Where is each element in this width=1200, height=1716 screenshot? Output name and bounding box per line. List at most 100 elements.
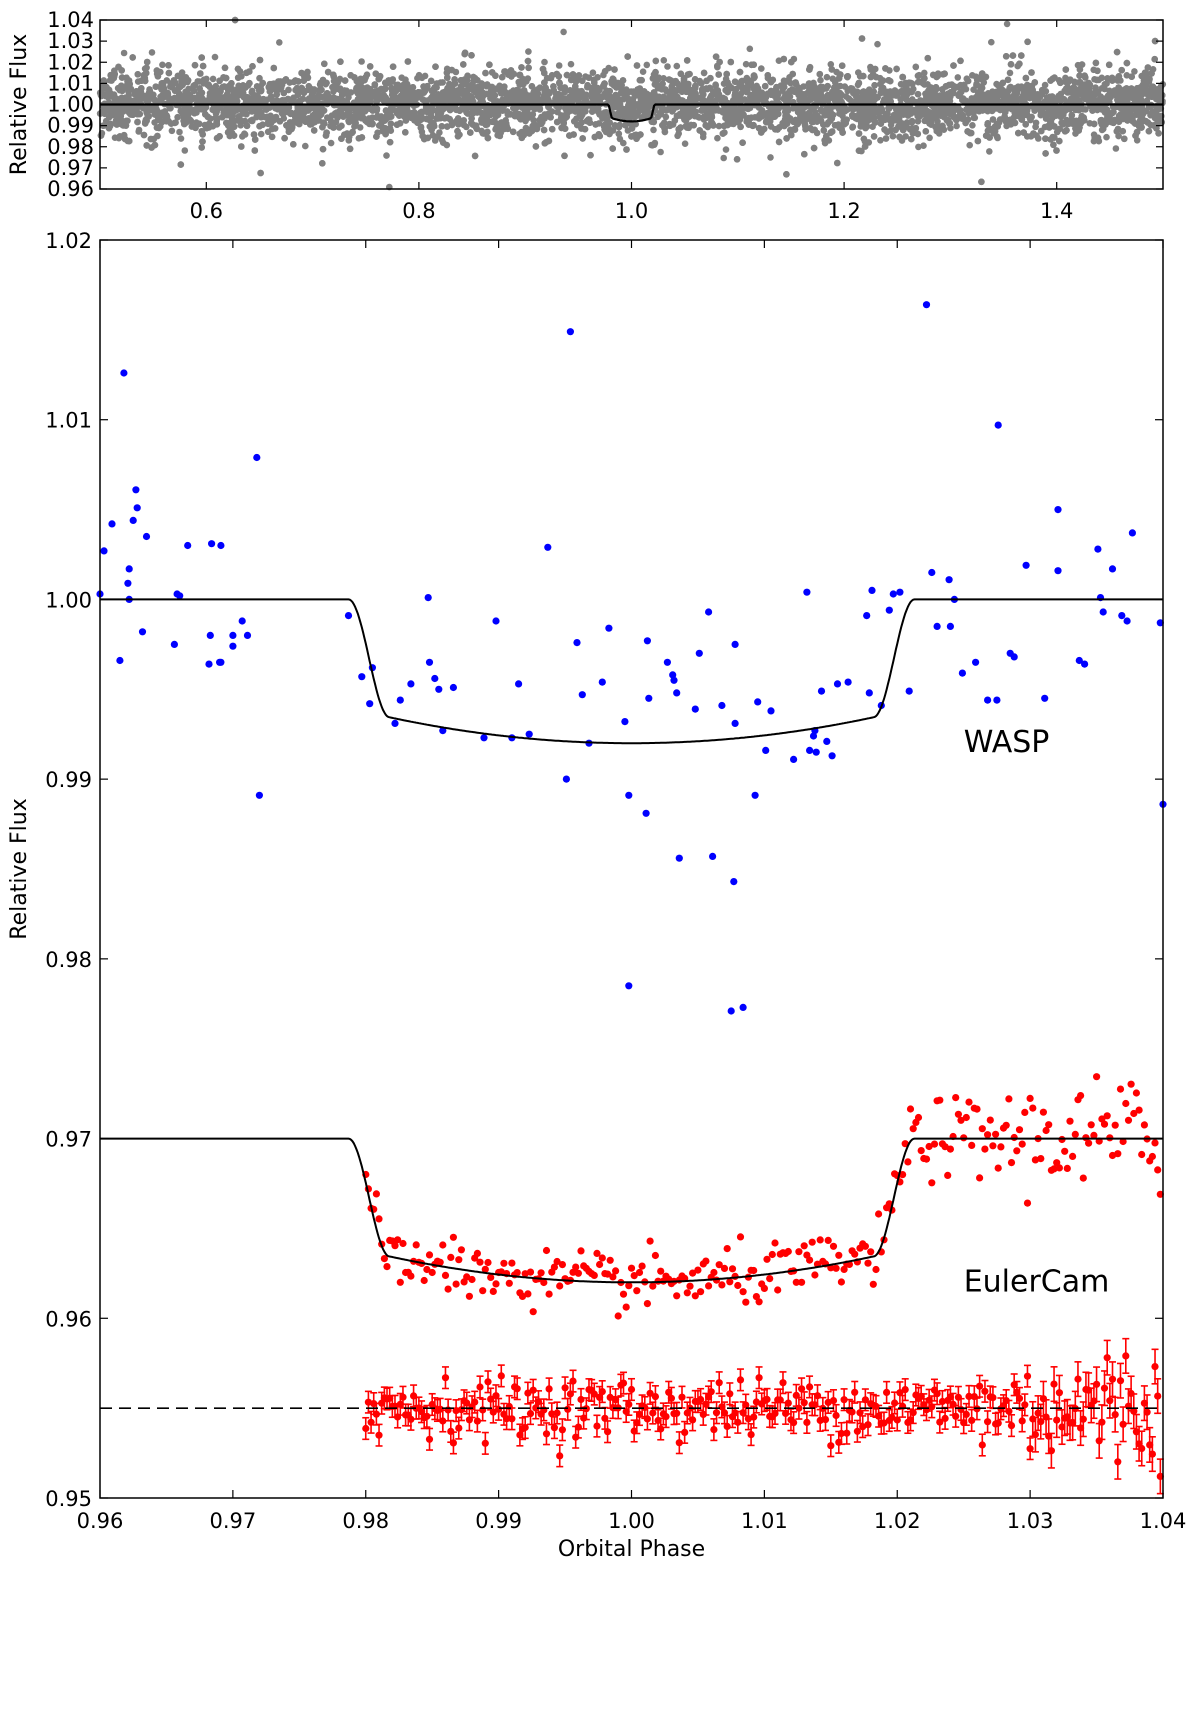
top-data-point — [304, 68, 311, 76]
top-data-point — [358, 58, 365, 65]
top-data-point — [877, 137, 884, 144]
top-data-point — [251, 147, 259, 154]
top-data-point — [860, 88, 867, 95]
top-data-point — [127, 85, 135, 93]
top-data-point — [444, 74, 451, 81]
top-data-point — [1092, 59, 1100, 67]
top-data-point — [673, 62, 681, 70]
top-data-point — [1035, 135, 1042, 142]
top-data-point — [1098, 74, 1106, 82]
top-data-point — [750, 61, 757, 68]
top-data-point — [290, 141, 297, 148]
top-data-point — [624, 53, 631, 60]
top-data-point — [522, 117, 529, 125]
top-data-point — [1113, 48, 1121, 56]
top-data-point — [966, 141, 973, 149]
top-data-point — [611, 122, 619, 129]
top-data-point — [1051, 123, 1058, 130]
top-data-point — [1103, 80, 1110, 87]
top-data-point — [509, 128, 517, 136]
top-data-point — [328, 112, 336, 119]
top-data-point — [678, 88, 686, 95]
top-data-point — [660, 57, 668, 64]
top-data-point — [439, 79, 447, 86]
top-data-point — [418, 74, 426, 82]
top-data-point — [758, 65, 765, 72]
top-data-point — [97, 132, 105, 139]
top-data-point — [1053, 147, 1060, 154]
top-data-point — [304, 74, 312, 82]
top-data-point — [954, 83, 961, 91]
top-data-point — [343, 98, 351, 105]
top-data-point — [861, 143, 869, 150]
top-data-point — [767, 154, 774, 161]
top-data-point — [838, 62, 846, 69]
top-data-point — [152, 83, 160, 90]
top-data-point — [1042, 150, 1049, 157]
top-data-point — [969, 122, 976, 129]
top-data-point — [338, 122, 345, 130]
top-data-point — [321, 60, 328, 68]
top-data-point — [963, 75, 971, 82]
top-data-point — [800, 83, 807, 90]
top-data-point — [700, 69, 708, 77]
top-data-point — [920, 142, 927, 149]
top-data-point — [264, 128, 272, 136]
top-data-point — [1148, 70, 1155, 77]
top-data-point — [736, 68, 744, 76]
top-data-point — [177, 135, 185, 142]
top-data-point — [841, 83, 849, 90]
top-data-point — [589, 69, 597, 76]
top-data-point — [541, 58, 548, 66]
top-data-point — [319, 145, 327, 153]
top-data-point — [518, 64, 525, 71]
top-data-point — [302, 142, 309, 150]
top-data-point — [290, 94, 297, 102]
top-data-point — [681, 140, 689, 147]
top-data-point — [257, 169, 264, 177]
top-data-point — [1003, 20, 1011, 28]
top-data-point — [398, 74, 406, 81]
top-data-point — [174, 113, 181, 121]
top-data-point — [649, 75, 657, 82]
top-data-point — [251, 136, 259, 143]
top-data-point — [1022, 74, 1030, 82]
top-data-point — [244, 94, 251, 101]
top-data-point — [153, 67, 161, 74]
top-data-point — [824, 82, 831, 90]
top-data-point — [986, 148, 993, 155]
top-data-point — [198, 54, 205, 61]
top-data-point — [234, 74, 242, 81]
top-data-point — [382, 107, 390, 114]
top-data-point — [174, 72, 182, 80]
top-data-point — [1051, 134, 1058, 141]
top-data-point — [168, 127, 176, 135]
top-data-point — [633, 62, 641, 69]
top-data-point — [1131, 68, 1138, 75]
top-data-point — [742, 60, 750, 68]
top-data-point — [486, 61, 493, 68]
top-data-point — [1070, 84, 1078, 91]
top-data-point — [211, 53, 219, 61]
top-data-point — [330, 73, 338, 80]
top-data-point — [516, 71, 524, 79]
top-data-point — [525, 48, 532, 55]
top-data-point — [926, 134, 933, 142]
top-data-point — [218, 94, 226, 102]
top-data-point — [375, 75, 383, 83]
top-data-point — [887, 121, 895, 129]
top-data-point — [256, 74, 263, 82]
top-data-point — [823, 73, 831, 81]
top-data-point — [129, 54, 136, 61]
top-data-point — [1061, 128, 1069, 135]
top-data-point — [698, 80, 705, 87]
top-data-point — [190, 87, 198, 95]
top-data-point — [753, 82, 760, 90]
top-data-point — [1004, 76, 1012, 84]
top-data-point — [748, 114, 755, 121]
top-data-point — [650, 126, 657, 134]
top-data-point — [141, 77, 149, 85]
top-data-point — [1041, 81, 1049, 89]
top-data-point — [707, 74, 714, 82]
top-data-point — [176, 128, 183, 136]
